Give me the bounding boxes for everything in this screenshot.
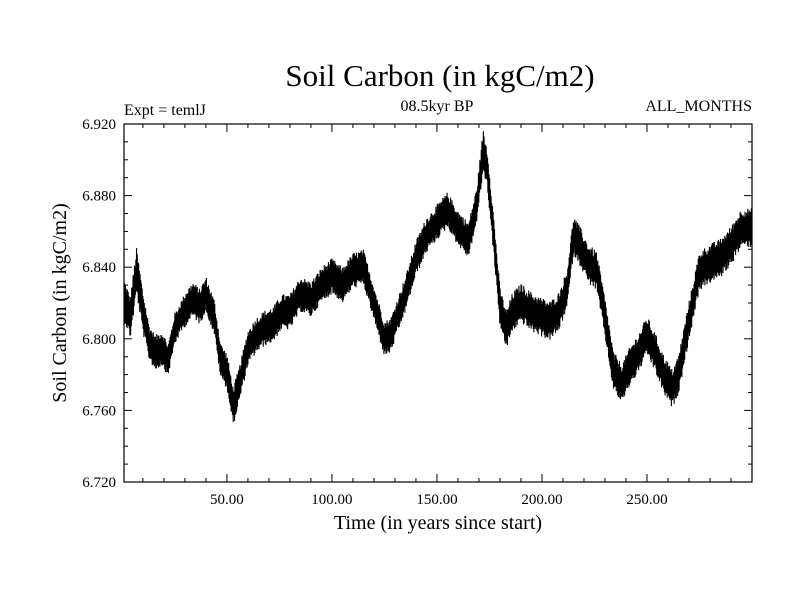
months-label: ALL_MONTHS [645, 98, 752, 115]
chart-title: Soil Carbon (in kgC/m2) [285, 58, 594, 93]
y-tick-label: 6.720 [82, 475, 116, 491]
period-label: 08.5kyr BP [401, 98, 474, 115]
series-line-soil-carbon [123, 131, 753, 422]
y-axis-label: Soil Carbon (in kgC/m2) [49, 203, 71, 402]
y-tick-label: 6.880 [82, 189, 116, 205]
y-tick-label: 6.800 [82, 332, 116, 348]
x-axis-label: Time (in years since start) [334, 512, 542, 534]
y-tick-label: 6.920 [82, 117, 116, 133]
x-tick-label: 100.00 [311, 492, 352, 508]
y-tick-labels: 6.720 6.760 6.800 6.840 6.880 6.920 [82, 117, 116, 491]
x-tick-label: 50.00 [210, 492, 244, 508]
x-tick-labels: 50.00 100.00 150.00 200.00 250.00 [210, 492, 668, 508]
tick-marks [124, 123, 753, 483]
x-tick-label: 150.00 [416, 492, 457, 508]
experiment-label: Expt = temlJ [124, 102, 206, 119]
plot-frame [123, 123, 753, 483]
y-tick-label: 6.840 [82, 260, 116, 276]
x-tick-label: 250.00 [626, 492, 667, 508]
x-tick-label: 200.00 [521, 492, 562, 508]
series-group [123, 131, 753, 422]
y-tick-label: 6.760 [82, 403, 116, 419]
